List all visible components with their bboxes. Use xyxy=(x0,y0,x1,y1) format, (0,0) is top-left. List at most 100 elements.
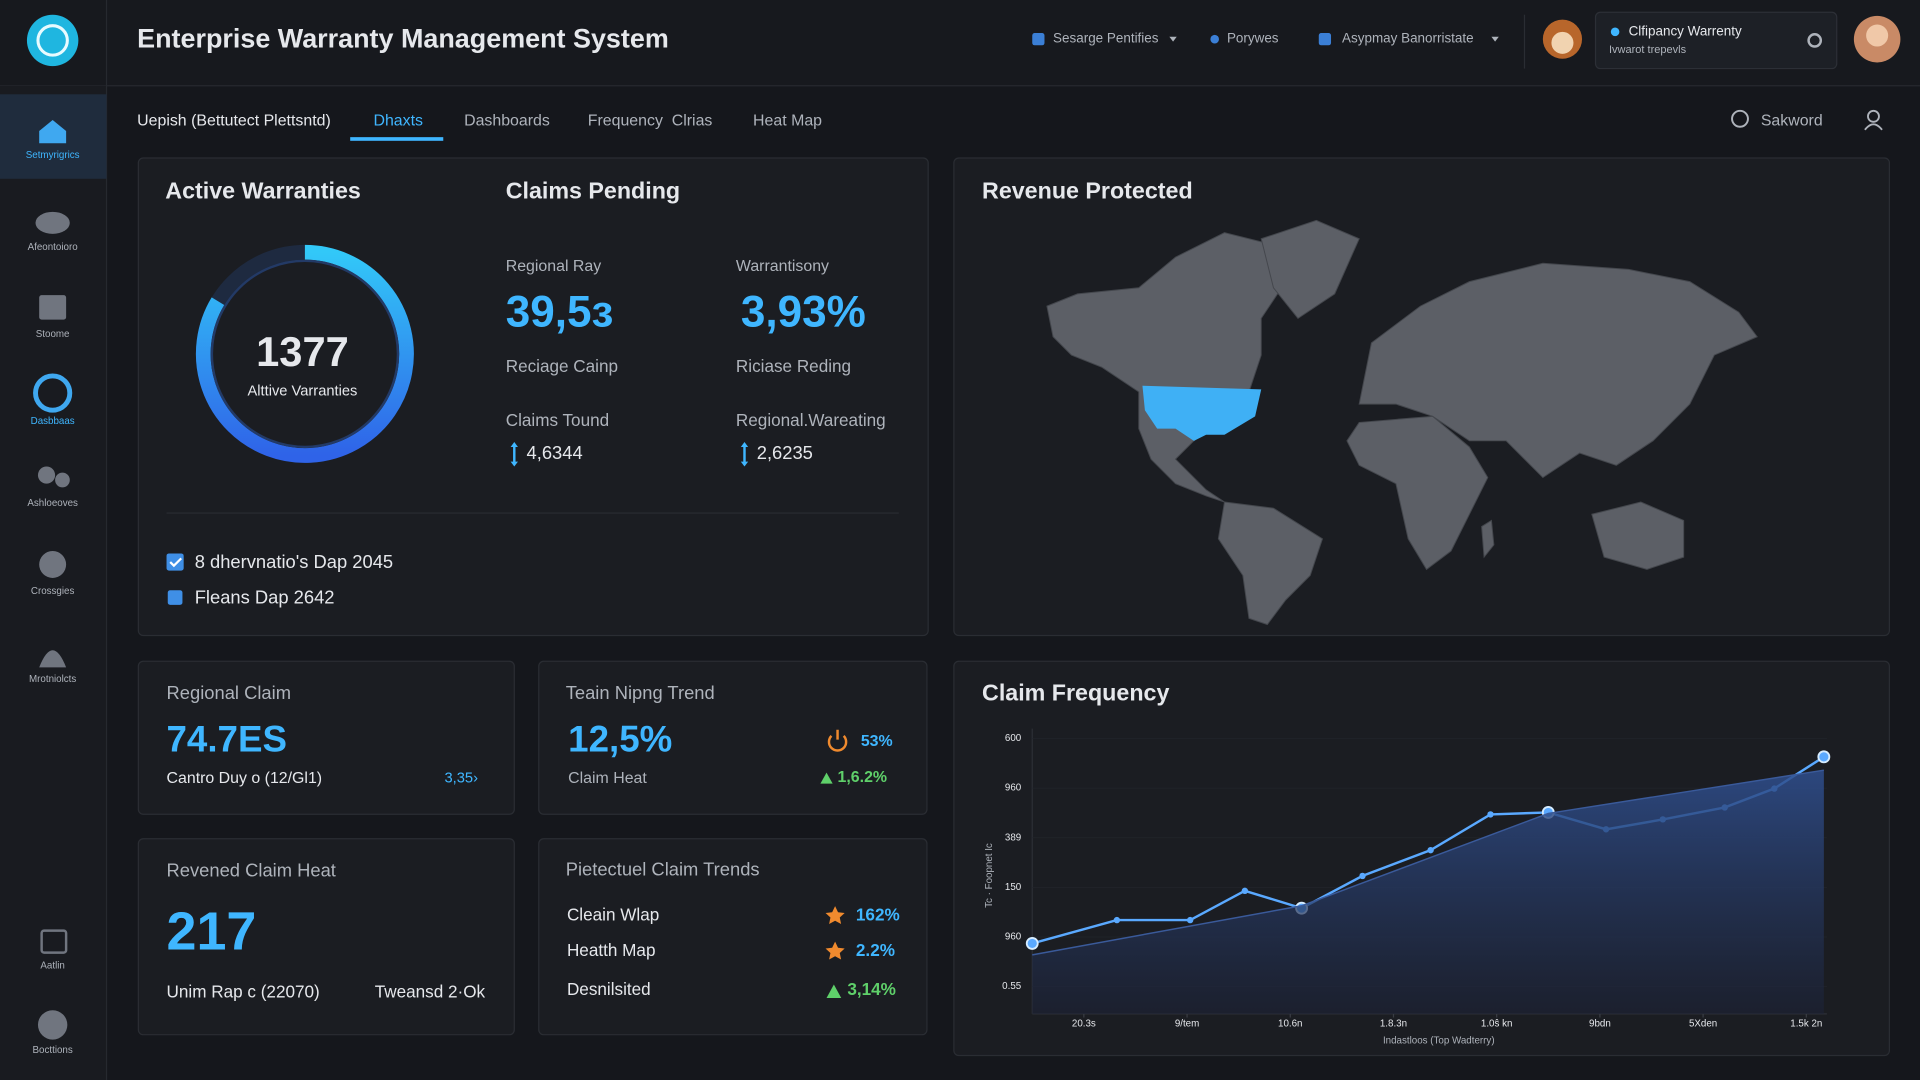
x-tick-label: 1.8.3n xyxy=(1380,1018,1407,1029)
x-tick-label: 20.3s xyxy=(1072,1018,1096,1029)
chart-title: Claim Frequency xyxy=(982,679,1169,705)
sidebar-item[interactable]: Aatlin xyxy=(40,961,64,972)
trend-row-label: Cleain Wlap xyxy=(567,904,659,924)
app-title: Enterprise Warranty Management System xyxy=(137,24,669,54)
trend-stat: 1,6.2% xyxy=(838,769,888,786)
search[interactable]: Sakword xyxy=(1761,112,1823,129)
metric-sub-value: 4,6344 xyxy=(527,442,583,463)
user-icon[interactable] xyxy=(1867,109,1880,123)
x-tick-label: 9/tem xyxy=(1175,1018,1199,1029)
metric-sub-label: Regional.Wareating xyxy=(736,410,886,430)
point xyxy=(1487,811,1494,818)
checkbox[interactable] xyxy=(166,553,184,571)
point xyxy=(1025,936,1039,950)
metric-caption: Unim Rap c (22070) xyxy=(167,982,320,1002)
tab[interactable]: Heat Map xyxy=(753,112,822,129)
account-box[interactable] xyxy=(1594,11,1838,70)
sidebar-icon xyxy=(37,466,56,484)
logo-mark xyxy=(36,24,69,57)
card-title: Regional Claim xyxy=(167,682,292,703)
continent xyxy=(1046,232,1287,503)
trend-row-label: Heatth Map xyxy=(567,940,656,960)
star-icon xyxy=(825,941,845,960)
sidebar-item[interactable]: Crossgies xyxy=(31,586,75,597)
sidebar-icon xyxy=(39,120,67,144)
menu-item[interactable]: Porywes xyxy=(1227,31,1279,46)
avatar-face xyxy=(1551,31,1574,54)
metric-sub-value: 2,6235 xyxy=(757,442,813,463)
x-tick-label: 9bdn xyxy=(1589,1018,1611,1029)
y-tick-label: 600 xyxy=(1005,733,1022,744)
menu-icon xyxy=(1210,34,1219,44)
sidebar-icon xyxy=(55,472,70,488)
checkmark xyxy=(169,557,183,568)
continent xyxy=(1346,415,1489,571)
search-icon xyxy=(1731,109,1749,128)
y-tick-label: 150 xyxy=(1005,882,1022,893)
sidebar-item[interactable]: Afeontoioro xyxy=(28,242,79,253)
power-icon xyxy=(827,729,848,752)
trend-row-value: 2.2% xyxy=(856,940,895,960)
point xyxy=(1359,872,1366,880)
card xyxy=(538,660,928,815)
metric-value: 217 xyxy=(167,902,257,962)
sidebar xyxy=(0,85,107,1080)
sidebar-item[interactable]: Mrotniolcts xyxy=(29,674,76,685)
sidebar-item[interactable]: Dasbbaas xyxy=(31,416,75,427)
arrow-icon xyxy=(510,442,518,467)
area xyxy=(1032,770,1824,1014)
checklist-item: 8 dhervnatio's Dap 2045 xyxy=(195,551,393,572)
plot: 0.55 960 150 389 960 600 20.3s 9/tem 10.6n 1.8.3n… xyxy=(1002,728,1831,1029)
sidebar-item[interactable]: Stoome xyxy=(36,329,70,340)
card xyxy=(137,660,515,815)
sidebar-icon xyxy=(39,295,67,320)
point xyxy=(1427,846,1434,854)
sidebar-item[interactable]: Bocttions xyxy=(33,1045,73,1056)
point xyxy=(1113,916,1121,924)
menu-item[interactable]: Sesarge Pentifies xyxy=(1053,31,1159,46)
metric-label: Regional Ray xyxy=(506,258,602,275)
card xyxy=(137,838,515,1036)
settings-icon[interactable] xyxy=(1807,33,1823,48)
logo[interactable] xyxy=(26,14,79,67)
breadcrumb: Uepish (Bettutect Plettsntd) xyxy=(137,112,331,129)
sidebar-icon xyxy=(35,211,70,234)
card-title: Active Warranties xyxy=(165,177,361,203)
card xyxy=(137,157,929,637)
metric-value: 39,5з xyxy=(506,287,614,336)
dropdown-caret xyxy=(1491,36,1499,42)
point xyxy=(1186,916,1194,924)
tab[interactable]: Dashboards xyxy=(464,112,550,129)
star-icon xyxy=(825,906,845,924)
tab[interactable]: Frequency Clrias xyxy=(588,112,713,129)
metric-label: Warrantisony xyxy=(736,258,829,275)
metric-caption: Reciage Cainp xyxy=(506,356,618,376)
checklist-item: Fleans Dap 2642 xyxy=(195,587,335,608)
donut-value: 1377 xyxy=(256,328,349,375)
status-dot xyxy=(1610,27,1620,37)
island xyxy=(1481,519,1495,559)
tab-active[interactable]: Dhaxts xyxy=(373,112,423,129)
sidebar-item[interactable]: Setmyrigrics xyxy=(26,150,80,161)
sidebar-icon xyxy=(33,373,73,413)
menu-item[interactable]: Asypmay Banorristate xyxy=(1342,31,1474,46)
point xyxy=(1817,750,1831,764)
card-title: Pietectuel Claim Trends xyxy=(566,858,760,879)
metric-caption: Cantro Duy o (12/Gl1) xyxy=(167,770,323,787)
highlight-region xyxy=(1142,385,1262,441)
arrow-icon xyxy=(740,442,749,467)
checkbox[interactable] xyxy=(167,590,183,605)
up-icon xyxy=(820,772,833,784)
card-title: Revenue Protected xyxy=(982,177,1193,203)
metric-value: 3,93% xyxy=(741,287,866,336)
up-icon xyxy=(826,984,842,998)
x-tick-label: 1.5k 2n xyxy=(1790,1018,1822,1029)
sidebar-item[interactable]: Ashloeoves xyxy=(27,498,78,509)
continent xyxy=(1260,219,1360,320)
user-avatar-face xyxy=(1866,24,1889,47)
trend-row-value: 162% xyxy=(856,904,900,924)
metric-note: Tweansd 2·Ok xyxy=(375,982,486,1002)
metric-value: 12,5% xyxy=(568,719,672,760)
